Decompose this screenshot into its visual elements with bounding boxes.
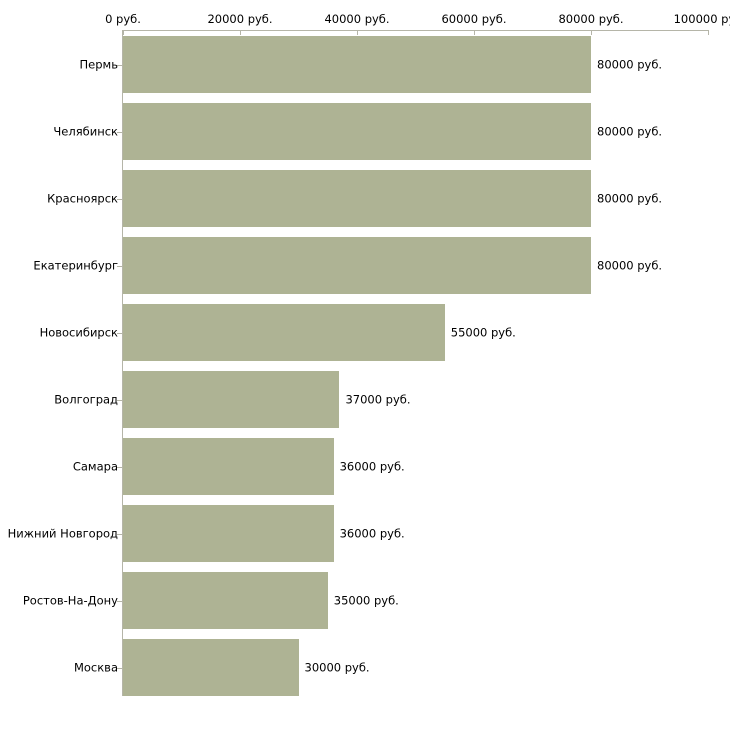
y-axis-tick [117, 533, 122, 535]
x-axis-tick-label: 80000 руб. [558, 12, 624, 26]
bar [123, 438, 334, 495]
y-axis-tick [117, 667, 122, 669]
bar [123, 237, 591, 294]
bar-value-label: 80000 руб. [597, 57, 663, 71]
x-axis-tick-label: 100000 руб [673, 12, 730, 26]
y-axis-line [122, 30, 123, 696]
bar-value-label: 80000 руб. [597, 191, 663, 205]
y-axis-tick [117, 64, 122, 66]
x-axis-tick [474, 30, 475, 35]
y-axis-category-label: Новосибирск [39, 325, 118, 339]
bar-value-label: 37000 руб. [345, 392, 411, 406]
x-axis-tick-label: 60000 руб. [441, 12, 507, 26]
bar-value-label: 30000 руб. [304, 660, 370, 674]
bar-value-label: 36000 руб. [339, 459, 405, 473]
x-axis-tick [240, 30, 241, 35]
x-axis-tick [708, 30, 709, 35]
x-axis-tick-label: 40000 руб. [324, 12, 390, 26]
x-axis-line [123, 30, 708, 31]
x-axis-tick-label: 20000 руб. [207, 12, 273, 26]
bar [123, 371, 340, 428]
bar-value-label: 80000 руб. [597, 258, 663, 272]
bar [123, 36, 591, 93]
bar-value-label: 36000 руб. [339, 526, 405, 540]
bar [123, 170, 591, 227]
y-axis-tick [117, 600, 122, 602]
y-axis-category-label: Самара [72, 459, 118, 473]
y-axis-category-label: Ростов-На-Дону [22, 593, 118, 607]
bar [123, 304, 445, 361]
y-axis-category-label: Пермь [79, 57, 118, 71]
y-axis-category-label: Екатеринбург [33, 258, 118, 272]
bar [123, 639, 299, 696]
bar [123, 103, 591, 160]
x-axis-tick-label: 0 руб. [105, 12, 141, 26]
y-axis-category-label: Красноярск [47, 191, 118, 205]
y-axis-tick [117, 198, 122, 200]
y-axis-tick [117, 265, 122, 267]
bar [123, 505, 334, 562]
y-axis-tick [117, 466, 122, 468]
y-axis-category-label: Нижний Новгород [7, 526, 118, 540]
y-axis-category-label: Москва [73, 660, 118, 674]
y-axis-tick [117, 399, 122, 401]
x-axis-tick [357, 30, 358, 35]
bar-value-label: 55000 руб. [450, 325, 516, 339]
x-axis-tick [591, 30, 592, 35]
x-axis-tick [123, 30, 124, 35]
bar-value-label: 35000 руб. [333, 593, 399, 607]
y-axis-category-label: Челябинск [53, 124, 118, 138]
bar-value-label: 80000 руб. [597, 124, 663, 138]
bar [123, 572, 328, 629]
y-axis-tick [117, 131, 122, 133]
y-axis-tick [117, 332, 122, 334]
y-axis-category-label: Волгоград [54, 392, 118, 406]
